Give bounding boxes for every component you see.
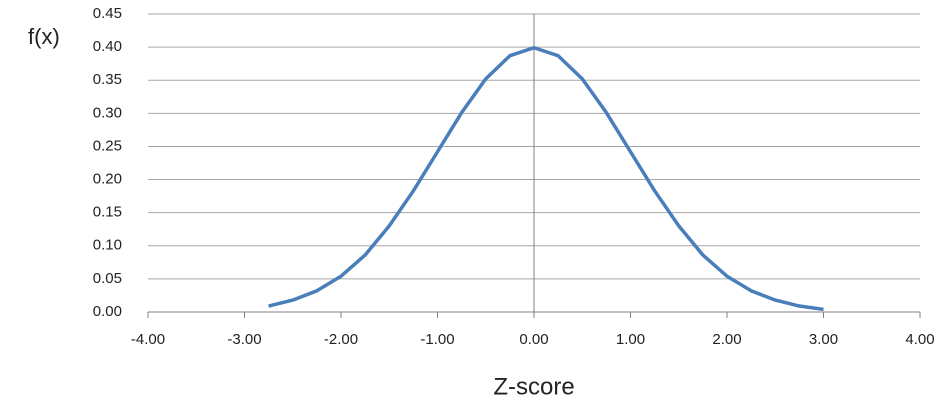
y-tick-label: 0.45 bbox=[93, 5, 122, 22]
x-tick-label: 2.00 bbox=[712, 331, 741, 348]
y-tick-label: 0.40 bbox=[93, 38, 122, 55]
x-tick-label: 1.00 bbox=[616, 331, 645, 348]
x-tick-label: -3.00 bbox=[227, 331, 261, 348]
y-tick-label: 0.15 bbox=[93, 204, 122, 221]
x-tick-label: 0.00 bbox=[519, 331, 548, 348]
x-tick-label: -2.00 bbox=[324, 331, 358, 348]
y-tick-label: 0.25 bbox=[93, 137, 122, 154]
y-tick-label: 0.20 bbox=[93, 171, 122, 188]
y-tick-label: 0.10 bbox=[93, 237, 122, 254]
x-axis-label: Z-score bbox=[493, 373, 574, 400]
y-tick-label: 0.35 bbox=[93, 71, 122, 88]
curve bbox=[268, 46, 824, 312]
x-tick-label: -1.00 bbox=[420, 331, 454, 348]
y-axis-label: f(x) bbox=[28, 24, 60, 49]
x-tick-label: 4.00 bbox=[905, 331, 934, 348]
y-tick-label: 0.05 bbox=[93, 270, 122, 287]
x-tick-label: 3.00 bbox=[809, 331, 838, 348]
y-tick-label: 0.30 bbox=[93, 104, 122, 121]
x-tick-label: -4.00 bbox=[131, 331, 165, 348]
y-tick-label: 0.00 bbox=[93, 303, 122, 320]
